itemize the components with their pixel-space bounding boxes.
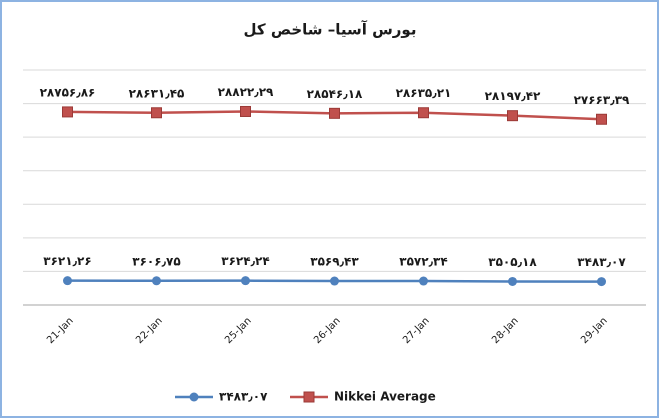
data-label: ۲۸۵۴۶٫۱۸ [307, 87, 363, 101]
line-marker [507, 110, 518, 122]
data-label: ۲۸۶۳۱٫۴۵ [129, 86, 185, 100]
line-marker [303, 391, 315, 403]
data-label: ۳۶۲۴٫۲۴ [221, 254, 269, 268]
line-marker [329, 107, 340, 119]
line-marker [508, 276, 517, 286]
chart-title: بورس آسیا– شاخص کل [244, 21, 417, 39]
line-marker [330, 276, 339, 286]
line-marker [418, 107, 429, 119]
data-label: ۳۶۰۶٫۷۵ [132, 254, 180, 268]
data-label: ۳۵۰۵٫۱۸ [488, 255, 537, 269]
line-marker [596, 113, 607, 125]
line-marker [63, 276, 72, 286]
data-label: ۲۸۱۹۷٫۴۲ [485, 89, 541, 103]
data-label: ۳۵۷۲٫۳۴ [399, 255, 447, 269]
data-label: ۲۸۸۲۲٫۲۹ [218, 85, 274, 99]
data-label: ۳۴۸۳٫۰۷ [577, 255, 626, 269]
data-label: ۳۵۶۹٫۴۳ [310, 255, 359, 269]
line-marker [62, 106, 73, 118]
legend-label: ۳۴۸۳٫۰۷ [219, 390, 268, 404]
line-marker [189, 392, 199, 402]
data-label: ۲۷۶۶۳٫۳۹ [574, 93, 630, 107]
data-label: ۳۶۲۱٫۲۶ [43, 254, 91, 268]
data-label: ۲۸۷۵۶٫۸۶ [40, 85, 96, 99]
legend-label: Nikkei Average [334, 390, 436, 404]
line-marker [419, 276, 428, 286]
line-marker [241, 276, 250, 286]
line-marker [151, 107, 162, 119]
line-marker [152, 276, 161, 286]
line-marker [597, 277, 606, 287]
data-label: ۲۸۶۳۵٫۲۱ [396, 86, 452, 100]
line-marker [240, 105, 251, 117]
